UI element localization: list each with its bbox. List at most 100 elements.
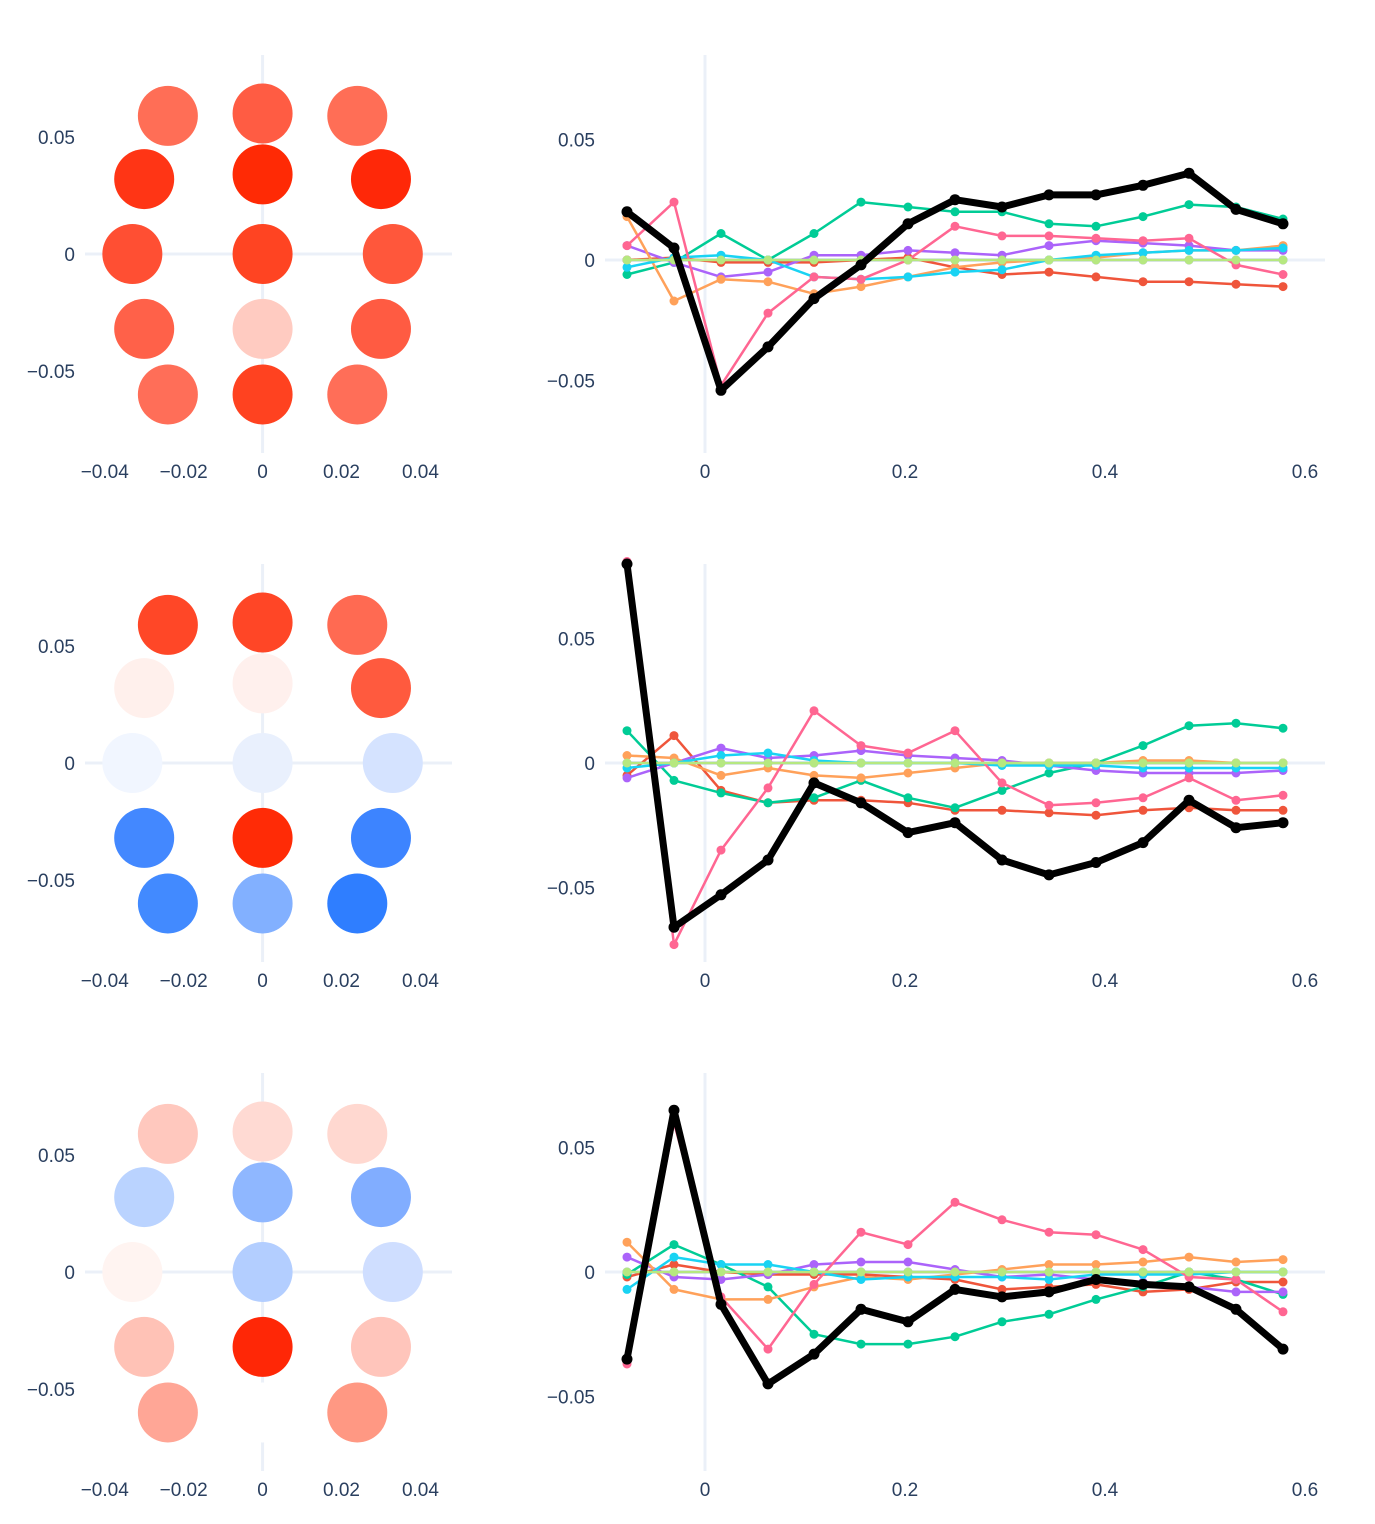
- series-point: [622, 751, 632, 760]
- electrode-dot: [327, 873, 388, 934]
- electrode-dot: [350, 807, 411, 868]
- x-tick-label: 0.4: [1092, 1480, 1119, 1501]
- x-tick-label: 0: [257, 1480, 268, 1501]
- series-point: [1278, 243, 1288, 253]
- series-point: [903, 245, 913, 255]
- series-point: [903, 1240, 913, 1250]
- series-point: [903, 255, 913, 265]
- series-point: [1138, 805, 1148, 815]
- series-point: [1138, 236, 1148, 246]
- electrode-dot: [137, 594, 198, 655]
- series-point: [622, 1237, 632, 1247]
- series-point: [1231, 245, 1241, 255]
- series-point: [1090, 1274, 1102, 1285]
- series-point: [855, 259, 867, 271]
- timeseries-panel-1: −0.05 0 0.05 0 0.2 0.4 0.6: [547, 557, 1325, 992]
- series-point: [1278, 805, 1288, 815]
- series-point: [1184, 758, 1194, 768]
- electrode-dot: [114, 807, 175, 868]
- series-point: [950, 1267, 960, 1277]
- y-tick-label: 0: [64, 245, 75, 266]
- series-point: [1043, 189, 1055, 201]
- series-line: [625, 561, 1284, 946]
- electrode-dot: [232, 807, 293, 868]
- electrode-dot: [232, 733, 293, 793]
- series-point: [808, 777, 820, 789]
- series-point: [1090, 857, 1102, 868]
- series-point: [1278, 1287, 1288, 1297]
- series-point: [669, 731, 679, 741]
- series-point: [856, 1227, 866, 1237]
- series-point: [1184, 200, 1194, 210]
- y-tick-label: 0: [584, 1263, 595, 1284]
- electrode-dot: [137, 873, 198, 934]
- series-point: [996, 1291, 1008, 1303]
- series-point: [809, 1267, 819, 1277]
- series-point: [1091, 255, 1101, 265]
- series-point: [903, 758, 913, 768]
- series-point: [669, 758, 679, 768]
- series-point: [809, 229, 819, 238]
- series-point: [1231, 718, 1241, 728]
- topomap-panel-0: −0.05 0 0.05 −0.04 −0.02 0 0.02 0.04: [27, 55, 452, 483]
- series-point: [716, 1260, 726, 1269]
- series-point: [669, 775, 679, 785]
- electrode-dot: [327, 1382, 388, 1443]
- series-point: [1091, 758, 1101, 768]
- series-point: [1138, 277, 1148, 287]
- y-tick-label: 0.05: [38, 128, 75, 149]
- series-point: [763, 255, 773, 265]
- series-point: [856, 197, 866, 207]
- series-point: [856, 741, 866, 751]
- series-point: [1230, 822, 1242, 834]
- electrode-dot: [232, 83, 293, 144]
- series-point: [950, 1332, 960, 1342]
- electrode-dot: [232, 364, 293, 425]
- series-point: [1231, 1287, 1241, 1297]
- series-point: [763, 758, 773, 768]
- electrode-dot: [114, 1316, 175, 1377]
- series-point: [716, 255, 726, 265]
- series-point: [1091, 798, 1101, 808]
- series-point: [1138, 1267, 1148, 1277]
- x-tick-label: 0.6: [1292, 462, 1318, 483]
- electrode-dot: [102, 224, 163, 284]
- series-point: [1091, 233, 1101, 243]
- y-tick-label: 0.05: [558, 130, 595, 151]
- series-point: [1138, 758, 1148, 768]
- series-point: [808, 1348, 820, 1360]
- series-point: [809, 255, 819, 265]
- series-point: [715, 1298, 727, 1310]
- series-point: [1184, 721, 1194, 731]
- electrode-dot: [350, 298, 411, 359]
- series-point: [856, 274, 866, 284]
- series-point: [996, 854, 1008, 866]
- series-point: [950, 726, 960, 736]
- series-point: [715, 889, 727, 901]
- series-point: [763, 277, 773, 287]
- electrode-dot: [137, 1103, 198, 1164]
- series-point: [1278, 270, 1288, 279]
- series-point: [1277, 817, 1289, 829]
- series-point: [1231, 279, 1241, 289]
- y-tick-label: 0.05: [558, 630, 595, 651]
- x-tick-label: 0: [257, 971, 268, 992]
- series-point: [1231, 1275, 1241, 1284]
- timeseries-panel-2: −0.05 0 0.05 0 0.2 0.4 0.6: [547, 1073, 1325, 1501]
- series-point: [950, 248, 960, 258]
- series-point: [996, 201, 1008, 213]
- series-point: [997, 255, 1007, 265]
- series-point: [1183, 167, 1195, 179]
- series-point: [716, 845, 726, 855]
- series-point: [763, 308, 773, 318]
- series-point: [1044, 1275, 1054, 1284]
- electrode-dot: [232, 592, 293, 653]
- series-point: [716, 788, 726, 798]
- series-point: [669, 1267, 679, 1277]
- x-tick-label: −0.02: [160, 971, 208, 992]
- series-point: [903, 1257, 913, 1267]
- x-tick-label: −0.02: [160, 1480, 208, 1501]
- series-point: [1091, 810, 1101, 820]
- series-point: [1044, 219, 1054, 229]
- x-tick-label: −0.04: [81, 462, 130, 483]
